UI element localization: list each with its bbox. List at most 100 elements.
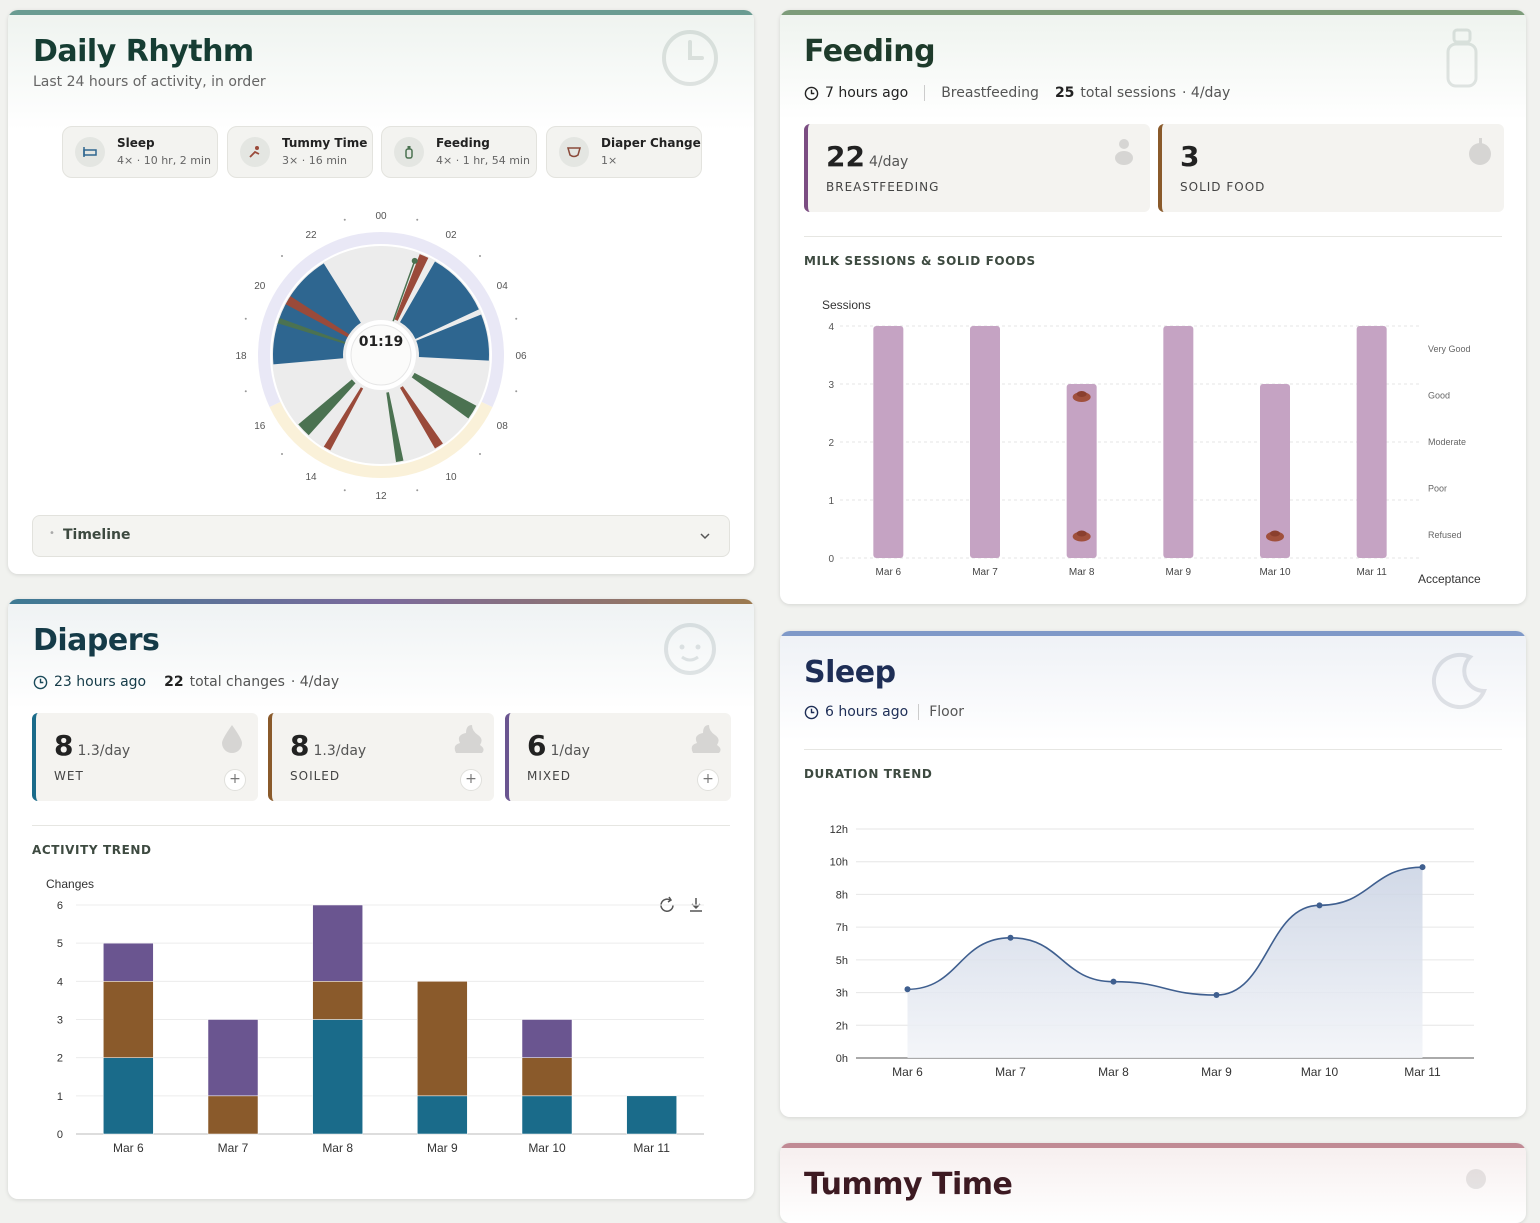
legend-count: 1× (601, 154, 618, 167)
stat-rate: 1/day (550, 743, 590, 759)
feeding-type: Breastfeeding (941, 85, 1039, 101)
diaper-bar-segment (312, 1019, 363, 1135)
x-tick-label: Mar 7 (972, 567, 998, 578)
tummy-time-card: Tummy Time (780, 1143, 1526, 1223)
sleep-segment (273, 323, 345, 365)
hour-label: 04 (497, 281, 509, 292)
x-tick-label: Mar 6 (113, 1141, 144, 1155)
hour-label: 02 (445, 230, 457, 241)
acceptance-label: Good (1428, 391, 1450, 401)
sleep-point (1316, 902, 1323, 909)
tummy-segment (400, 386, 443, 449)
legend-feeding[interactable]: Feeding 4× · 1 hr, 54 min (381, 126, 537, 178)
refresh-icon[interactable] (658, 896, 676, 914)
add-soiled-button[interactable]: + (460, 769, 482, 791)
diaper-bar-segment (103, 942, 154, 982)
x-tick-label: Mar 8 (1098, 1065, 1129, 1079)
hour-tick (416, 489, 419, 492)
sleep-point (904, 986, 911, 993)
bed-icon (75, 137, 105, 167)
y-axis-title: Sessions (822, 298, 871, 312)
daily-rhythm-subtitle: Last 24 hours of activity, in order (33, 74, 266, 90)
y-axis-title: Changes (46, 877, 94, 891)
legend-diaper-change[interactable]: Diaper Change 1× (546, 126, 702, 178)
hour-label: 20 (254, 281, 266, 292)
sleep-area (907, 867, 1423, 1058)
tummy-icon (1466, 1169, 1486, 1189)
hour-tick (515, 317, 518, 320)
stat-breastfeeding: 22 4/day BREASTFEEDING (804, 124, 1150, 212)
clock-icon (804, 705, 819, 719)
milk-bar (873, 326, 904, 558)
y-tick-label: 2h (836, 1020, 848, 1032)
clock-center (350, 324, 412, 386)
stat-label: WET (54, 769, 84, 783)
diaper-bar-segment (207, 1019, 259, 1097)
mixed-icon (691, 725, 721, 753)
y2-axis-title: Acceptance (1418, 572, 1481, 586)
feeding-per-day: · 4/day (1182, 85, 1231, 101)
legend-count: 4× (436, 154, 453, 167)
feeding-meta: 7 hours ago Breastfeeding 25 total sessi… (804, 85, 1230, 101)
day-ring (269, 401, 493, 478)
milk-bar (970, 326, 1000, 558)
legend-sleep[interactable]: Sleep 4× · 10 hr, 2 min (62, 126, 218, 178)
daily-rhythm-card: Daily Rhythm Last 24 hours of activity, … (8, 10, 754, 574)
y-tick-label: 8h (836, 889, 848, 901)
stat-mixed: 6 1/day MIXED + (505, 713, 731, 801)
feeding-segment (277, 318, 346, 344)
milk-bar (1163, 326, 1194, 558)
y-tick-label: 5 (57, 938, 63, 950)
y-tick-label: 0 (57, 1129, 63, 1141)
timeline-toggle[interactable]: • Timeline (32, 515, 730, 557)
milk-bar (1356, 326, 1387, 558)
add-wet-button[interactable]: + (224, 769, 246, 791)
stat-label: SOILED (290, 769, 341, 783)
hour-tick (478, 255, 481, 258)
sleep-title: Sleep (804, 655, 896, 690)
stat-label: BREASTFEEDING (826, 180, 940, 194)
legend-count: 3× (282, 154, 299, 167)
y-tick-label: 2 (57, 1053, 63, 1065)
sleep-line (907, 866, 1423, 996)
stat-rate: 1.3/day (313, 743, 367, 759)
diaper-bar-segment (521, 1057, 573, 1097)
diapers-total: 22 (164, 674, 184, 690)
y-tick-label: 7h (836, 922, 848, 934)
diaper-bar-segment (103, 1057, 154, 1135)
poop-icon (454, 725, 484, 753)
legend-label: Feeding (436, 136, 490, 150)
add-mixed-button[interactable]: + (697, 769, 719, 791)
hour-label: 00 (375, 211, 387, 222)
clock-icon (662, 30, 718, 86)
daily-rhythm-title: Daily Rhythm (33, 34, 254, 69)
legend-label: Diaper Change (601, 136, 701, 150)
x-tick-label: Mar 11 (1404, 1065, 1441, 1079)
apple-icon (1469, 138, 1491, 165)
sleep-point (1419, 864, 1426, 871)
stat-value: 8 (54, 729, 74, 762)
diaper-bar-segment (312, 981, 363, 1020)
clock-hand-tip (411, 257, 418, 264)
hour-tick (515, 390, 518, 393)
sleep-card: Sleep 6 hours ago Floor DURATION TREND 0… (780, 631, 1526, 1117)
acceptance-label: Very Good (1428, 344, 1471, 354)
tummy-icon (240, 137, 270, 167)
solid-food-marker-top (1076, 391, 1087, 397)
diapers-title: Diapers (33, 623, 160, 658)
y-tick-label: 3h (836, 988, 848, 1000)
legend-tummy-time[interactable]: Tummy Time 3× · 16 min (227, 126, 373, 178)
x-tick-label: Mar 8 (322, 1141, 353, 1155)
hour-tick (343, 218, 346, 221)
diaper-bar-segment (417, 981, 468, 1097)
y-tick-label: 12h (830, 824, 848, 836)
y-tick-label: 5h (836, 955, 848, 967)
sleep-point (1007, 934, 1014, 941)
diaper-icon (559, 137, 589, 167)
legend-label: Tummy Time (282, 136, 368, 150)
clock-icon (804, 86, 819, 100)
hour-tick (478, 452, 481, 455)
hour-label: 12 (375, 491, 387, 502)
hour-tick (281, 255, 284, 258)
milk-bar (1260, 384, 1290, 558)
